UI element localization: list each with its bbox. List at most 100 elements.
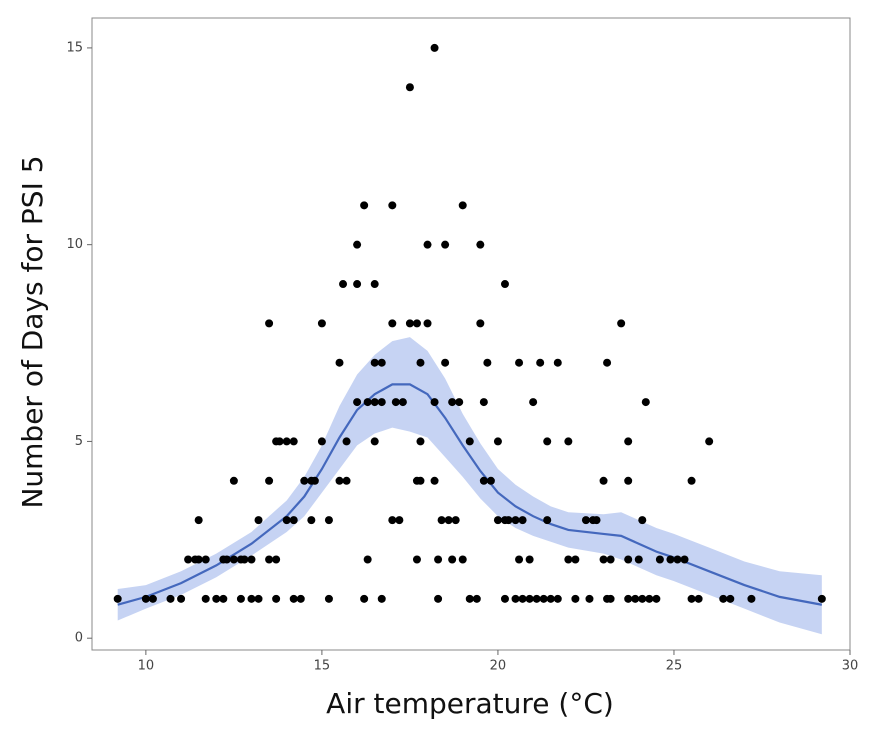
confidence-band [117, 337, 822, 635]
point [324, 516, 333, 525]
point [511, 516, 520, 525]
point [423, 319, 432, 328]
point [581, 516, 590, 525]
point [219, 594, 228, 603]
point [624, 437, 633, 446]
point [317, 319, 326, 328]
point [416, 476, 425, 485]
point [177, 594, 186, 603]
point [416, 437, 425, 446]
point [571, 594, 580, 603]
point [553, 358, 562, 367]
point [483, 358, 492, 367]
point [448, 555, 457, 564]
point [335, 358, 344, 367]
point [515, 555, 524, 564]
point [377, 398, 386, 407]
point [673, 555, 682, 564]
point [412, 555, 421, 564]
point [599, 555, 608, 564]
point [479, 398, 488, 407]
point [370, 398, 379, 407]
point [212, 594, 221, 603]
point [300, 476, 309, 485]
plot-frame [91, 17, 851, 651]
point [342, 437, 351, 446]
x-tick-label: 20 [490, 659, 507, 674]
point [529, 398, 538, 407]
point [444, 516, 453, 525]
point [603, 358, 612, 367]
point [564, 437, 573, 446]
point [391, 398, 400, 407]
point [148, 594, 157, 603]
point [353, 398, 362, 407]
point [370, 358, 379, 367]
point [296, 594, 305, 603]
point [687, 476, 696, 485]
point [405, 319, 414, 328]
point [236, 594, 245, 603]
x-tick-label: 30 [842, 659, 859, 674]
point [416, 358, 425, 367]
point [265, 476, 274, 485]
point [479, 476, 488, 485]
point [398, 398, 407, 407]
point [339, 280, 348, 289]
point [254, 594, 263, 603]
point [377, 594, 386, 603]
point [360, 201, 369, 210]
point [388, 516, 397, 525]
point [493, 437, 502, 446]
point [606, 555, 615, 564]
point [666, 555, 675, 564]
y-tick-label: 5 [75, 434, 83, 449]
point [434, 594, 443, 603]
y-tick-label: 15 [66, 40, 83, 55]
point [645, 594, 654, 603]
point [726, 594, 735, 603]
point [747, 594, 756, 603]
point [265, 319, 274, 328]
point [166, 594, 175, 603]
point [229, 555, 238, 564]
point [363, 555, 372, 564]
point [817, 594, 826, 603]
point [543, 516, 552, 525]
point [564, 555, 573, 564]
point [395, 516, 404, 525]
point [455, 398, 464, 407]
point [536, 358, 545, 367]
point [184, 555, 193, 564]
point [599, 476, 608, 485]
point [430, 398, 439, 407]
point [571, 555, 580, 564]
point [493, 516, 502, 525]
point [423, 240, 432, 249]
point [525, 555, 534, 564]
point [624, 594, 633, 603]
point [412, 319, 421, 328]
point [307, 516, 316, 525]
point [592, 516, 601, 525]
point [641, 398, 650, 407]
point [310, 476, 319, 485]
point [317, 437, 326, 446]
point [624, 476, 633, 485]
point [247, 594, 256, 603]
point [539, 594, 548, 603]
point [515, 358, 524, 367]
point [430, 43, 439, 52]
point [465, 594, 474, 603]
point [363, 398, 372, 407]
point [272, 555, 281, 564]
point [282, 437, 291, 446]
point [631, 594, 640, 603]
point [585, 594, 594, 603]
point [405, 83, 414, 92]
point [472, 594, 481, 603]
y-tick-label: 10 [66, 237, 83, 252]
point [324, 594, 333, 603]
point [486, 476, 495, 485]
